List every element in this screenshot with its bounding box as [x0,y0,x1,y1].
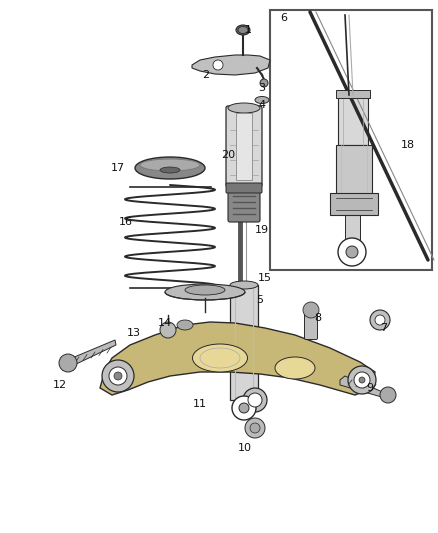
Text: 17: 17 [111,163,125,173]
Circle shape [348,366,376,394]
Circle shape [359,377,365,383]
Polygon shape [340,376,385,398]
Ellipse shape [165,284,245,300]
Ellipse shape [160,167,180,173]
Text: 20: 20 [221,150,235,160]
Text: 7: 7 [381,323,388,333]
Bar [336,90,370,98]
Bar [345,215,360,245]
Circle shape [160,322,176,338]
Text: 1: 1 [244,25,251,35]
Text: 6: 6 [280,13,287,23]
Bar [270,10,432,270]
Circle shape [370,310,390,330]
Text: 9: 9 [367,383,374,393]
Circle shape [250,423,260,433]
Circle shape [213,60,223,70]
FancyBboxPatch shape [304,309,318,340]
Circle shape [239,403,249,413]
Bar [336,145,372,195]
Circle shape [346,246,358,258]
Circle shape [232,396,256,420]
Circle shape [109,367,127,385]
Circle shape [375,315,385,325]
Ellipse shape [177,320,193,330]
Ellipse shape [236,25,250,35]
Ellipse shape [230,281,258,289]
Circle shape [114,372,122,380]
Ellipse shape [140,159,200,171]
Polygon shape [100,322,375,395]
Circle shape [338,238,366,266]
Ellipse shape [135,157,205,179]
Circle shape [354,372,370,388]
Circle shape [380,387,396,403]
Circle shape [243,388,267,412]
Ellipse shape [185,285,225,295]
Text: 4: 4 [258,100,265,110]
FancyBboxPatch shape [226,106,262,187]
FancyBboxPatch shape [226,183,262,193]
Text: 15: 15 [258,273,272,283]
Text: 3: 3 [258,83,265,93]
Text: 8: 8 [314,313,321,323]
Bar [230,285,258,400]
Bar [330,193,378,215]
Ellipse shape [192,344,247,372]
Text: 11: 11 [193,399,207,409]
Polygon shape [68,340,116,366]
Ellipse shape [200,348,240,368]
Text: 5: 5 [257,295,264,305]
Text: 2: 2 [202,70,209,80]
Text: 16: 16 [119,217,133,227]
Circle shape [102,360,134,392]
Text: 19: 19 [255,225,269,235]
Ellipse shape [238,27,248,34]
Circle shape [59,354,77,372]
Ellipse shape [275,357,315,379]
Polygon shape [192,55,270,75]
FancyBboxPatch shape [228,186,260,222]
Text: 10: 10 [238,443,252,453]
Ellipse shape [228,103,260,113]
Circle shape [303,302,319,318]
Text: 13: 13 [127,328,141,338]
Bar [236,113,252,180]
Ellipse shape [255,96,269,103]
Text: 18: 18 [401,140,415,150]
Text: 12: 12 [53,380,67,390]
Circle shape [248,393,262,407]
Ellipse shape [260,79,268,87]
Circle shape [245,418,265,438]
Bar [338,95,368,145]
Text: 14: 14 [158,318,172,328]
